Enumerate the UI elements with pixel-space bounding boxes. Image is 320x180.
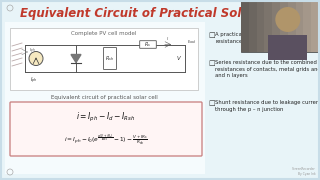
FancyBboxPatch shape [311, 2, 319, 52]
FancyBboxPatch shape [296, 2, 303, 52]
Text: Shunt resistance due to leakage current
through the p – n junction: Shunt resistance due to leakage current … [215, 100, 320, 112]
Text: $I_{load}$: $I_{load}$ [187, 38, 196, 46]
Circle shape [29, 51, 43, 66]
Text: $R_{sh}$: $R_{sh}$ [106, 54, 115, 63]
FancyBboxPatch shape [103, 48, 116, 69]
Circle shape [275, 7, 300, 32]
FancyBboxPatch shape [264, 2, 272, 52]
FancyBboxPatch shape [288, 2, 296, 52]
Text: $V$: $V$ [176, 55, 182, 62]
Text: □: □ [208, 100, 215, 106]
Text: □: □ [208, 32, 215, 38]
FancyBboxPatch shape [280, 2, 288, 52]
Text: $R_s$: $R_s$ [144, 40, 152, 49]
Text: Series resistance due to the combined
resistances of contacts, metal grids and p: Series resistance due to the combined re… [215, 60, 320, 78]
FancyBboxPatch shape [241, 2, 319, 52]
FancyBboxPatch shape [249, 2, 257, 52]
Text: $I_{ph}$: $I_{ph}$ [29, 47, 35, 55]
FancyBboxPatch shape [10, 102, 202, 156]
FancyBboxPatch shape [268, 35, 307, 60]
FancyBboxPatch shape [303, 2, 311, 52]
FancyBboxPatch shape [5, 22, 205, 174]
FancyBboxPatch shape [257, 2, 264, 52]
FancyBboxPatch shape [241, 2, 249, 52]
FancyBboxPatch shape [10, 28, 198, 90]
Text: A practical solar cell comprises of parasitic
resistances: A practical solar cell comprises of para… [215, 32, 320, 44]
Text: $i = I_{ph} - I_d - I_{Rsh}$: $i = I_{ph} - I_d - I_{Rsh}$ [76, 111, 136, 123]
Polygon shape [71, 55, 81, 62]
Text: $I_{ph}$: $I_{ph}$ [30, 76, 38, 86]
Text: ScreenRecorder
By Cyan Ink: ScreenRecorder By Cyan Ink [292, 167, 316, 176]
Text: □: □ [208, 60, 215, 66]
Text: $I$: $I$ [166, 35, 170, 42]
Text: $i = I_{ph} - I_0(e^{\frac{q(V+iR_s)}{AkT}}-1) - \frac{V+IR_s}{R_{sh}}$: $i = I_{ph} - I_0(e^{\frac{q(V+iR_s)}{Ak… [64, 132, 148, 148]
Text: Equivalent Circuit of Practical Solar Ce: Equivalent Circuit of Practical Solar Ce [20, 6, 276, 19]
Text: Equivalent circuit of practical solar cell: Equivalent circuit of practical solar ce… [51, 94, 157, 100]
FancyBboxPatch shape [272, 2, 280, 52]
Text: Complete PV cell model: Complete PV cell model [71, 31, 137, 37]
FancyBboxPatch shape [140, 41, 156, 48]
